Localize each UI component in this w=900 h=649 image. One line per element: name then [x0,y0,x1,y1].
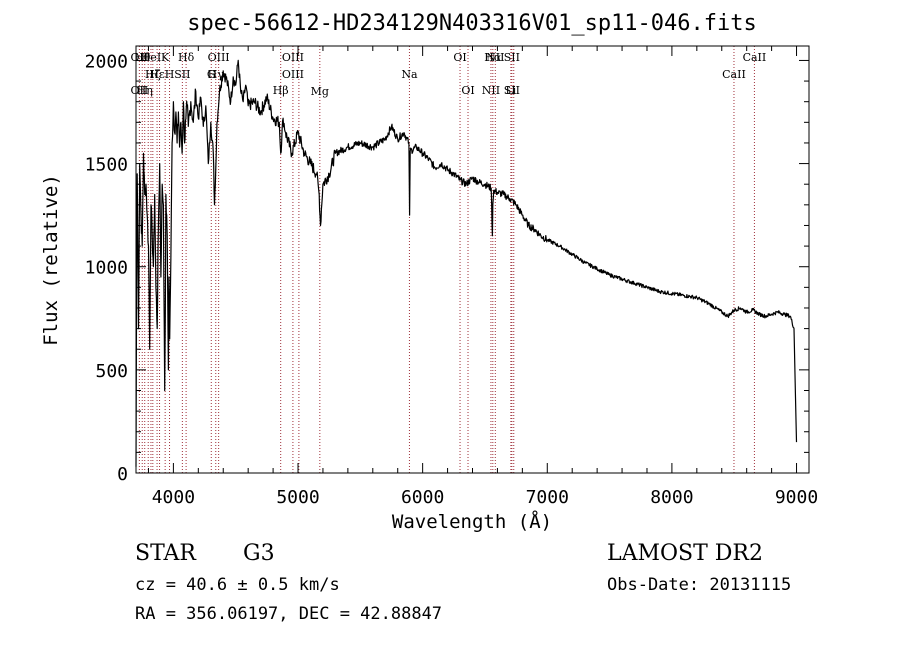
line-label-top: Hα [484,51,502,64]
line-label-top: Hδ [178,51,195,64]
subclass: G3 [243,541,275,566]
observation-date: Obs-Date: 20131115 [607,575,791,595]
line-label-top: HeI [141,51,161,64]
plot-frame [135,45,810,474]
x-tick-label: 8000 [650,487,693,508]
line-label-bottom: CaII [722,68,746,81]
line-label-top: CaII [743,51,767,64]
x-tick-label: 7000 [526,487,569,508]
x-tick-label: 4000 [152,487,195,508]
chart-title: spec-56612-HD234129N403316V01_sp11-046.f… [187,11,757,36]
line-label-bottom: Hβ [273,84,289,97]
spectrum-line [135,59,798,467]
line-label-bottom: OIII [282,68,304,81]
y-tick-label: 500 [95,361,128,382]
line-label-top: OIII [282,51,304,64]
line-label-top: OI [453,51,466,64]
y-tick-label: 1500 [85,155,128,176]
line-label-bottom: SII [504,84,520,97]
redshift-velocity: cz = 40.6 ± 0.5 km/s [135,575,340,595]
x-axis: 4000 5000 6000 7000 8000 9000 [147,46,818,508]
line-label-bottom: SII [174,68,190,81]
y-axis: 0 500 1000 1500 2000 [85,51,809,485]
y-tick-label: 0 [117,464,128,485]
y-tick-label: 1000 [85,258,128,279]
line-label-bottom: OI [461,84,474,97]
line-label-bottom: NII [482,84,500,97]
line-label-bottom: Hζ [145,68,161,81]
line-label-bottom: OII [131,84,149,97]
x-tick-label: 6000 [401,487,444,508]
line-label-bottom: Hγ [208,68,225,81]
y-axis-label: Flux (relative) [40,174,62,346]
line-label-top: K [161,51,170,64]
emission-line-markers [138,46,755,473]
line-label-bottom: H [165,68,175,81]
line-label-bottom: Li [505,84,516,97]
line-label-top: NII [486,51,504,64]
object-class: STAR [135,541,197,566]
line-label-bottom: Mg [311,85,329,98]
ra-dec: RA = 356.06197, DEC = 42.88847 [135,604,442,624]
line-label-top: SII [504,51,520,64]
x-axis-label: Wavelength (Å) [392,510,552,533]
line-label-bottom: Na [401,68,418,81]
x-tick-label: 5000 [276,487,319,508]
line-label-bottom: Hε [149,68,165,81]
line-label-bottom: Hη [137,84,153,97]
line-label-top: OIII [208,51,230,64]
x-tick-label: 9000 [775,487,818,508]
survey-name: LAMOST DR2 [607,541,763,566]
y-tick-label: 2000 [85,51,128,72]
line-label-bottom: G [207,68,216,81]
